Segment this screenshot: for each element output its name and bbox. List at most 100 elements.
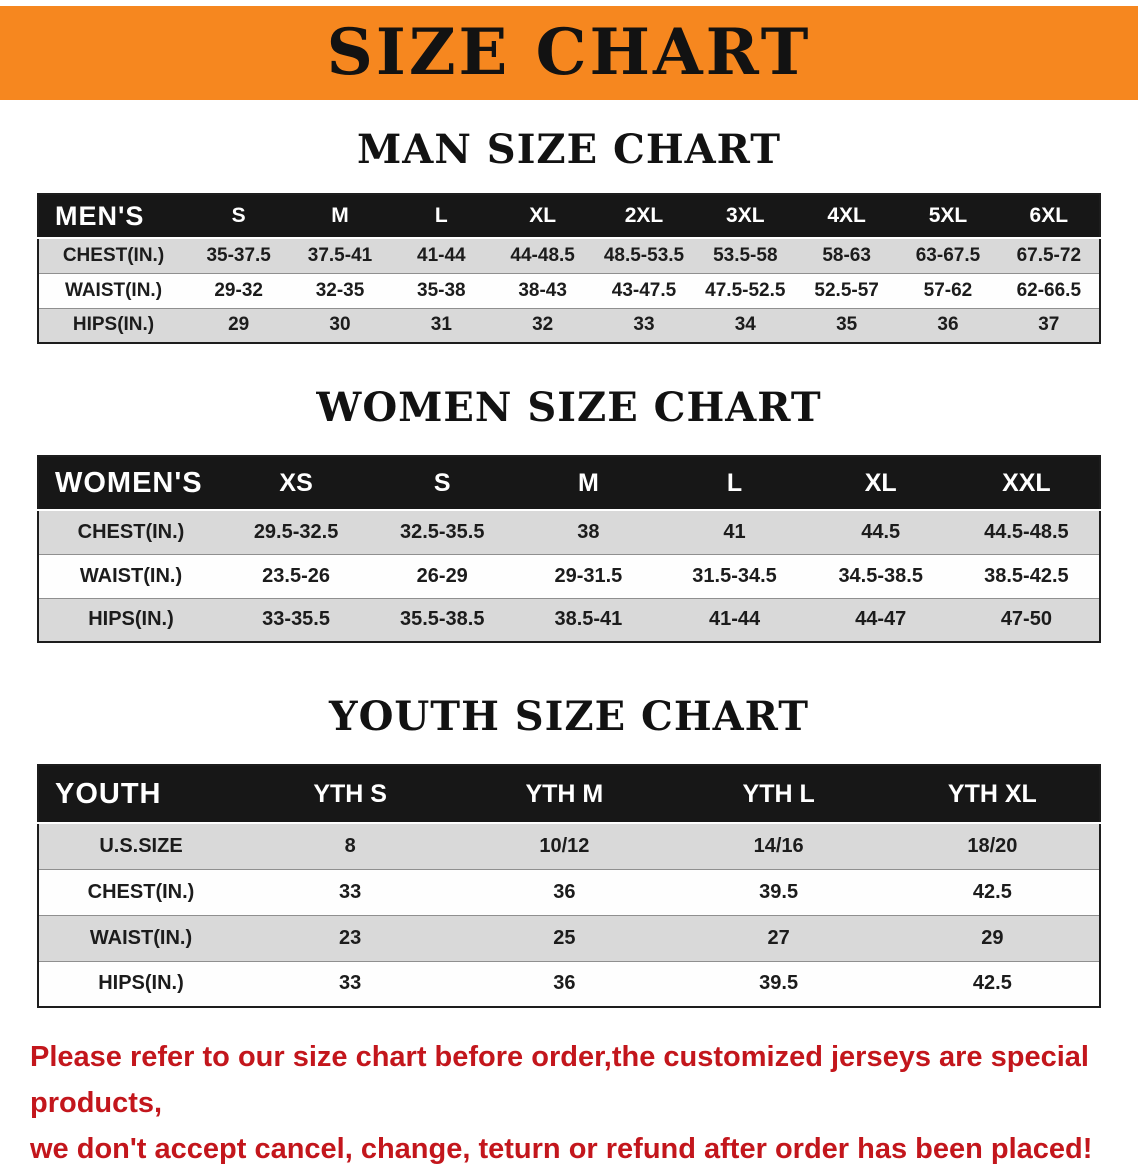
measurement-value: 38.5-41	[515, 597, 662, 642]
measurement-value: 44.5	[807, 509, 954, 554]
measurement-value: 31.5-34.5	[661, 553, 808, 598]
measurement-label: CHEST(IN.)	[38, 509, 223, 554]
measurement-label: WAIST(IN.)	[38, 553, 223, 598]
table-group-label: WOMEN'S	[38, 456, 223, 511]
measurement-value: 39.5	[671, 960, 886, 1007]
women-size-section: WOMEN SIZE CHART WOMEN'S XS S M L XL XXL CHEST(…	[0, 384, 1138, 643]
measurement-value: 57-62	[897, 272, 999, 308]
measurement-value: 8	[243, 822, 458, 869]
measurement-label: U.S.SIZE	[38, 822, 243, 869]
measurement-value: 29	[188, 307, 290, 343]
measurement-value: 52.5-57	[795, 272, 898, 308]
table-group-label: MEN'S	[38, 194, 188, 239]
women-section-heading: WOMEN SIZE CHART	[316, 384, 822, 431]
measurement-label: WAIST(IN.)	[38, 272, 188, 308]
measurement-value: 34.5-38.5	[807, 553, 954, 598]
measurement-value: 27	[671, 914, 886, 961]
measurement-value: 14/16	[671, 822, 886, 869]
measurement-value: 47.5-52.5	[694, 272, 796, 308]
size-column-header: XL	[491, 194, 594, 239]
youth-section-heading: YOUTH SIZE CHART	[329, 693, 809, 740]
measurement-row: WAIST(IN.) 23.5-26 26-29 29-31.5 31.5-34.5 34…	[38, 553, 1100, 598]
size-column-header: S	[188, 194, 290, 239]
measurement-label: HIPS(IN.)	[38, 307, 188, 343]
measurement-value: 35-37.5	[188, 237, 290, 273]
table-group-label: YOUTH	[38, 765, 243, 824]
measurement-value: 32	[491, 307, 594, 343]
measurement-value: 62-66.5	[998, 272, 1100, 308]
measurement-value: 39.5	[671, 868, 886, 915]
size-column-header: YTH L	[671, 765, 886, 824]
measurement-label: WAIST(IN.)	[38, 914, 243, 961]
size-column-header: 6XL	[998, 194, 1100, 239]
measurement-value: 31	[390, 307, 492, 343]
size-column-header: 5XL	[897, 194, 999, 239]
measurement-value: 48.5-53.5	[593, 237, 695, 273]
table-header-row: YOUTH YTH S YTH M YTH L YTH XL	[38, 765, 1100, 824]
table-header-row: WOMEN'S XS S M L XL XXL	[38, 456, 1100, 511]
measurement-value: 58-63	[795, 237, 898, 273]
measurement-value: 10/12	[457, 822, 672, 869]
measurement-value: 38	[515, 509, 662, 554]
measurement-value: 33-35.5	[223, 597, 370, 642]
measurement-value: 36	[457, 960, 672, 1007]
size-column-header: M	[289, 194, 391, 239]
size-column-header: YTH XL	[885, 765, 1100, 824]
measurement-value: 30	[289, 307, 391, 343]
measurement-value: 33	[593, 307, 695, 343]
measurement-value: 42.5	[885, 868, 1100, 915]
measurement-value: 43-47.5	[593, 272, 695, 308]
measurement-value: 35	[795, 307, 898, 343]
measurement-label: CHEST(IN.)	[38, 868, 243, 915]
measurement-value: 23	[243, 914, 458, 961]
size-column-header: XL	[807, 456, 954, 511]
measurement-value: 63-67.5	[897, 237, 999, 273]
measurement-value: 33	[243, 868, 458, 915]
measurement-value: 35.5-38.5	[369, 597, 516, 642]
measurement-value: 36	[897, 307, 999, 343]
measurement-value: 32-35	[289, 272, 391, 308]
size-column-header: XXL	[953, 456, 1100, 511]
measurement-value: 38-43	[491, 272, 594, 308]
size-column-header: L	[661, 456, 808, 511]
measurement-row: CHEST(IN.) 33 36 39.5 42.5	[38, 868, 1100, 915]
table-header-row: MEN'S S M L XL 2XL 3XL 4XL 5XL 6XL	[38, 194, 1100, 239]
disclaimer-note: Please refer to our size chart before or…	[30, 1034, 1118, 1172]
disclaimer-line-1: Please refer to our size chart before or…	[30, 1041, 1089, 1119]
women-size-table: WOMEN'S XS S M L XL XXL CHEST(IN.) 29.5-32.5 32.5…	[37, 455, 1101, 643]
measurement-value: 37.5-41	[289, 237, 391, 273]
measurement-value: 47-50	[953, 597, 1100, 642]
measurement-row: HIPS(IN.) 33 36 39.5 42.5	[38, 960, 1100, 1007]
measurement-row: WAIST(IN.) 29-32 32-35 35-38 38-43 43-47.5 47.…	[38, 272, 1100, 308]
size-chart-page: SIZE CHART MAN SIZE CHART MEN'S S M L XL 2XL 3…	[0, 6, 1138, 1172]
measurement-value: 29-31.5	[515, 553, 662, 598]
size-column-header: M	[515, 456, 662, 511]
measurement-value: 35-38	[390, 272, 492, 308]
measurement-value: 23.5-26	[223, 553, 370, 598]
banner: SIZE CHART	[0, 6, 1138, 100]
measurement-value: 36	[457, 868, 672, 915]
measurement-value: 26-29	[369, 553, 516, 598]
youth-size-table: YOUTH YTH S YTH M YTH L YTH XL U.S.SIZE 8 10/12…	[37, 764, 1101, 1008]
size-column-header: S	[369, 456, 516, 511]
measurement-value: 29-32	[188, 272, 290, 308]
measurement-row: HIPS(IN.) 33-35.5 35.5-38.5 38.5-41 41-44 44-…	[38, 597, 1100, 642]
men-size-table: MEN'S S M L XL 2XL 3XL 4XL 5XL 6XL CHEST(IN.) 35-37…	[37, 193, 1101, 344]
page-title: SIZE CHART	[326, 15, 812, 90]
size-column-header: YTH M	[457, 765, 672, 824]
measurement-label: HIPS(IN.)	[38, 960, 243, 1007]
measurement-row: CHEST(IN.) 29.5-32.5 32.5-35.5 38 41 44.5 44.5…	[38, 509, 1100, 554]
measurement-label: HIPS(IN.)	[38, 597, 223, 642]
measurement-value: 42.5	[885, 960, 1100, 1007]
youth-size-section: YOUTH SIZE CHART YOUTH YTH S YTH M YTH L YTH…	[0, 693, 1138, 1008]
measurement-row: WAIST(IN.) 23 25 27 29	[38, 914, 1100, 961]
measurement-value: 29	[885, 914, 1100, 961]
measurement-value: 32.5-35.5	[369, 509, 516, 554]
men-section-heading: MAN SIZE CHART	[357, 126, 781, 173]
measurement-value: 34	[694, 307, 796, 343]
size-column-header: 3XL	[694, 194, 796, 239]
measurement-row: HIPS(IN.) 29 30 31 32 33 34 35 36 37	[38, 307, 1100, 343]
disclaimer-line-2: we don't accept cancel, change, teturn o…	[30, 1133, 1093, 1165]
size-column-header: YTH S	[243, 765, 458, 824]
measurement-value: 33	[243, 960, 458, 1007]
